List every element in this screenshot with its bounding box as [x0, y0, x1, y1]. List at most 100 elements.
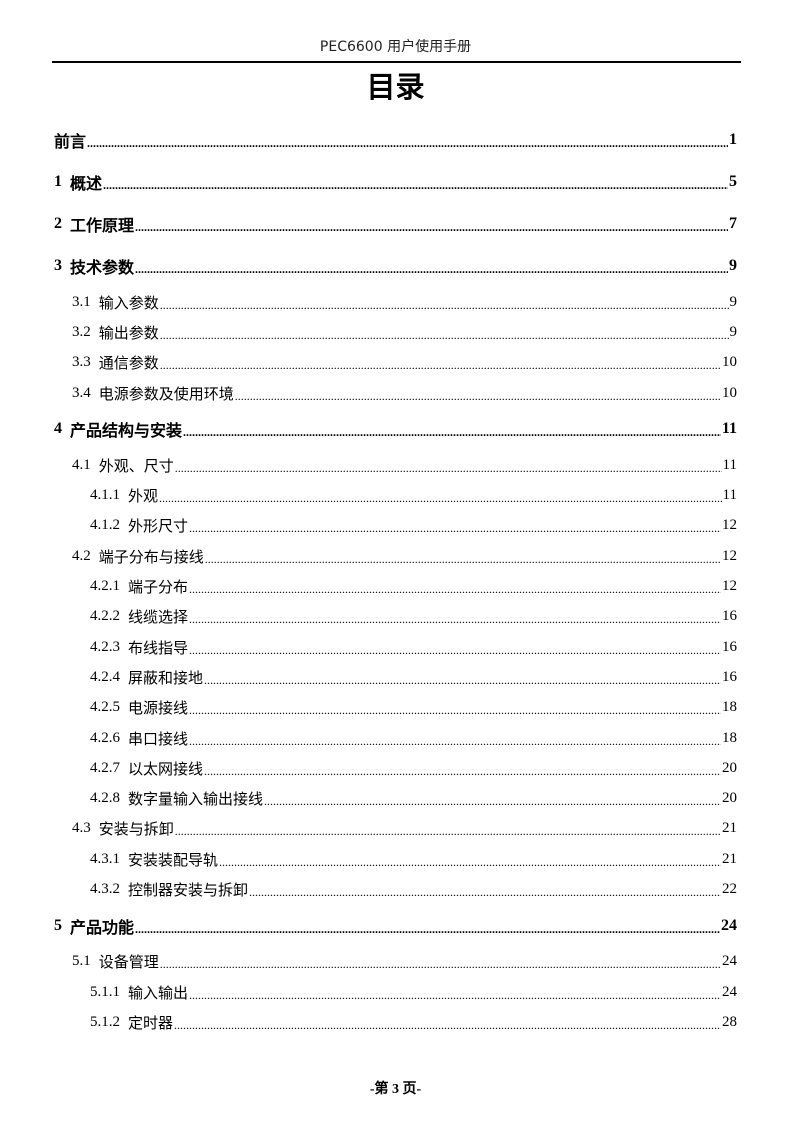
- toc-entry-page: 24: [721, 916, 737, 934]
- toc-entry[interactable]: 4.2.1 端子分布 12: [54, 571, 737, 601]
- table-of-contents: 前言11概述52工作原理73技术参数93.1输入参数93.2输出参数93.3通信…: [54, 119, 737, 1038]
- dot-leader: [235, 388, 721, 405]
- toc-entry-title: 概述: [70, 176, 103, 193]
- toc-entry[interactable]: 4.1.2 外形尺寸 12: [54, 511, 737, 541]
- toc-entry-title: 端子分布与接线: [98, 549, 204, 566]
- toc-entry[interactable]: 4.1 外观、尺寸 11: [54, 450, 737, 480]
- toc-entry[interactable]: 4.2.5 电源接线 18: [54, 693, 737, 723]
- toc-entry[interactable]: 4.2.4 屏蔽和接地 16: [54, 662, 737, 692]
- toc-entry[interactable]: 4.3.2 控制器安装与拆卸 22: [54, 874, 737, 904]
- toc-entry[interactable]: 4.2.7 以太网接线 20: [54, 753, 737, 783]
- dot-leader: [219, 854, 721, 871]
- dot-leader: [174, 1017, 721, 1034]
- toc-entry-page: 7: [729, 215, 737, 232]
- toc-entry-title: 前言: [54, 134, 87, 151]
- toc-entry-title: 定时器: [128, 1015, 174, 1032]
- toc-entry-number: 5.1: [72, 953, 91, 970]
- toc-entry-page: 20: [722, 759, 737, 776]
- toc-entry-page: 10: [722, 384, 737, 401]
- toc-entry[interactable]: 4.2 端子分布与接线 12: [54, 541, 737, 571]
- toc-entry-number: 5.1.2: [90, 1013, 120, 1030]
- dot-leader: [183, 423, 721, 441]
- toc-entry-number: 2: [54, 215, 62, 232]
- toc-entry-number: 4.2.2: [90, 608, 120, 625]
- toc-entry-title: 电源接线: [128, 701, 189, 718]
- toc-entry-title: 输入输出: [128, 985, 189, 1002]
- toc-entry-page: 11: [722, 456, 737, 473]
- toc-entry-title: 以太网接线: [128, 761, 204, 778]
- dot-leader: [103, 176, 728, 194]
- toc-entry-number: 3.2: [72, 323, 91, 340]
- toc-entry-page: 9: [729, 323, 738, 340]
- toc-entry-page: 9: [729, 257, 737, 274]
- toc-entry[interactable]: 4.2.8 数字量输入输出接线 20: [54, 783, 737, 813]
- toc-entry-title: 工作原理: [70, 218, 135, 235]
- toc-entry[interactable]: 4.2.2 线缆选择 16: [54, 602, 737, 632]
- dot-leader: [189, 642, 721, 659]
- toc-entry[interactable]: 3.4 电源参数及使用环境 10: [54, 378, 737, 408]
- toc-entry[interactable]: 2 工作原理 7: [54, 203, 737, 245]
- dot-leader: [159, 490, 722, 507]
- toc-entry-page: 28: [722, 1013, 737, 1030]
- toc-entry-title: 电源参数及使用环境: [98, 386, 234, 403]
- toc-entry-page: 9: [729, 293, 738, 310]
- toc-entry-title: 数字量输入输出接线: [128, 792, 264, 809]
- toc-entry-number: 4.1.2: [90, 517, 120, 534]
- dot-leader: [189, 581, 721, 598]
- toc-entry-number: 4.2.5: [90, 699, 120, 716]
- toc-entry-title: 外观、尺寸: [98, 458, 174, 475]
- toc-entry-number: 4: [54, 420, 62, 438]
- toc-entry[interactable]: 5 产品功能 24: [54, 905, 737, 947]
- dot-leader: [87, 134, 728, 152]
- toc-entry[interactable]: 3.3 通信参数 10: [54, 348, 737, 378]
- toc-entry-title: 外观: [128, 489, 159, 506]
- toc-entry-page: 16: [722, 608, 737, 625]
- toc-entry[interactable]: 3 技术参数 9: [54, 245, 737, 287]
- toc-entry[interactable]: 前言 1: [54, 119, 737, 161]
- toc-entry[interactable]: 4.3.1 安装装配导轨 21: [54, 844, 737, 874]
- toc-entry[interactable]: 5.1.1 输入输出 24: [54, 977, 737, 1007]
- toc-entry[interactable]: 4 产品结构与安装 11: [54, 408, 737, 450]
- toc-entry-number: 4.1.1: [90, 487, 120, 504]
- toc-entry[interactable]: 3.1 输入参数 9: [54, 287, 737, 317]
- dot-leader: [204, 763, 721, 780]
- toc-entry-number: 4.2.7: [90, 759, 120, 776]
- toc-entry-number: 3.4: [72, 384, 91, 401]
- toc-entry-page: 20: [722, 790, 737, 807]
- toc-entry-title: 安装装配导轨: [128, 852, 219, 869]
- dot-leader: [175, 460, 722, 477]
- toc-entry[interactable]: 4.2.6 串口接线 18: [54, 723, 737, 753]
- dot-leader: [189, 520, 721, 537]
- toc-entry-page: 11: [722, 487, 737, 504]
- toc-entry-number: 3: [54, 257, 62, 274]
- toc-entry-number: 5.1.1: [90, 983, 120, 1000]
- toc-entry-title: 线缆选择: [128, 610, 189, 627]
- toc-entry-title: 控制器安装与拆卸: [128, 882, 249, 899]
- toc-entry[interactable]: 4.2.3 布线指导 16: [54, 632, 737, 662]
- toc-entry[interactable]: 4.3 安装与拆卸 21: [54, 814, 737, 844]
- toc-entry-page: 24: [722, 983, 737, 1000]
- toc-entry-title: 屏蔽和接地: [128, 670, 204, 687]
- toc-entry-page: 12: [722, 547, 737, 564]
- dot-leader: [189, 702, 721, 719]
- toc-entry-title: 布线指导: [128, 640, 189, 657]
- toc-entry-page: 21: [722, 820, 737, 837]
- toc-entry[interactable]: 5.1.2 定时器 28: [54, 1007, 737, 1037]
- dot-leader: [160, 357, 721, 374]
- toc-entry[interactable]: 3.2 输出参数 9: [54, 317, 737, 347]
- toc-entry-page: 11: [721, 420, 737, 438]
- dot-leader: [160, 956, 721, 973]
- toc-entry-number: 4.2: [72, 547, 91, 564]
- running-header: PEC6600 用户使用手册: [319, 39, 472, 55]
- toc-entry-page: 18: [722, 699, 737, 716]
- toc-entry[interactable]: 1 概述 5: [54, 161, 737, 203]
- toc-entry-number: 4.3.2: [90, 880, 120, 897]
- toc-entry[interactable]: 4.1.1 外观 11: [54, 480, 737, 510]
- dot-leader: [189, 733, 721, 750]
- toc-entry-number: 4.2.1: [90, 578, 120, 595]
- toc-entry-page: 18: [722, 729, 737, 746]
- toc-entry[interactable]: 5.1 设备管理 24: [54, 947, 737, 977]
- toc-entry-title: 输入参数: [98, 295, 159, 312]
- toc-entry-number: 3.1: [72, 293, 91, 310]
- page-number: -第 3 页-: [369, 1082, 422, 1097]
